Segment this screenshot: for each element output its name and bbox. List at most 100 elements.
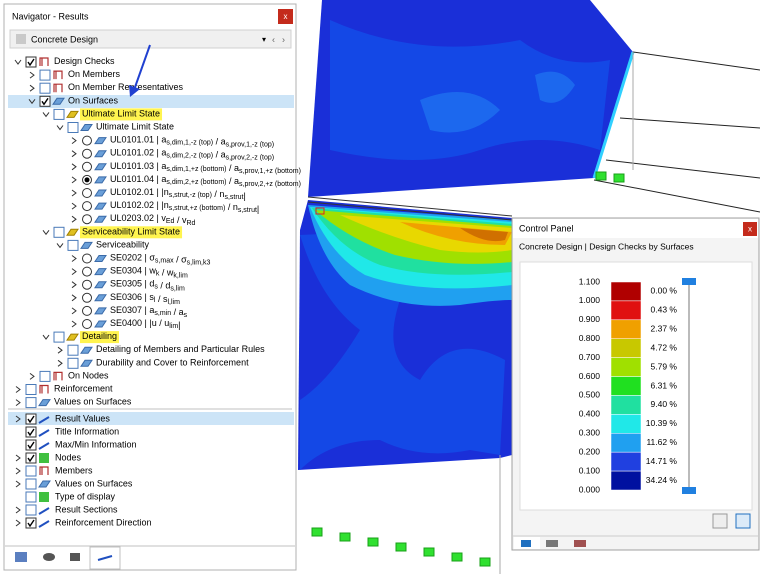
tree-item-label[interactable]: SE0304 | wk / wk,lim bbox=[110, 266, 188, 279]
tab-balance[interactable] bbox=[546, 540, 558, 547]
radio-button[interactable] bbox=[82, 319, 92, 329]
expand-arrow[interactable] bbox=[15, 480, 21, 488]
radio-button[interactable] bbox=[82, 292, 92, 303]
expand-arrow[interactable] bbox=[71, 320, 77, 328]
checkbox[interactable] bbox=[25, 426, 37, 438]
checkbox[interactable] bbox=[25, 439, 37, 451]
display-item-label[interactable]: Nodes bbox=[55, 452, 82, 462]
expand-arrow[interactable] bbox=[57, 346, 63, 354]
collapse-arrow[interactable] bbox=[14, 59, 22, 65]
checkbox[interactable] bbox=[25, 478, 37, 490]
checkbox[interactable] bbox=[25, 517, 37, 529]
radio-button[interactable] bbox=[82, 135, 92, 146]
tree-item-label[interactable]: SE0400 | |u / ulim| bbox=[110, 318, 181, 330]
display-item-label[interactable]: Result Sections bbox=[55, 504, 118, 514]
tree-item-label[interactable]: Ultimate Limit State bbox=[82, 109, 160, 119]
checkbox[interactable] bbox=[67, 122, 79, 133]
expand-arrow[interactable] bbox=[71, 268, 77, 275]
slider-handle[interactable] bbox=[682, 278, 696, 285]
checkbox[interactable] bbox=[39, 82, 51, 94]
expand-arrow[interactable] bbox=[71, 176, 77, 184]
tree-item-label[interactable]: SE0305 | ds / ds,lim bbox=[110, 279, 185, 292]
slider-handle[interactable] bbox=[682, 487, 696, 494]
tool-button[interactable] bbox=[712, 513, 728, 529]
collapse-arrow[interactable] bbox=[56, 243, 64, 249]
expand-arrow[interactable] bbox=[15, 415, 21, 423]
display-item-label[interactable]: Max/Min Information bbox=[55, 439, 137, 449]
nav-next[interactable]: › bbox=[282, 34, 285, 44]
collapse-arrow[interactable] bbox=[56, 125, 64, 131]
checkbox[interactable] bbox=[39, 370, 51, 382]
tree-item-label[interactable]: UL0102.01 | |ns,strut,-z (top) / ns,stru… bbox=[110, 187, 246, 201]
expand-arrow[interactable] bbox=[71, 189, 77, 197]
tree-item-label[interactable]: On Member Representatives bbox=[68, 83, 184, 93]
tree-item-label[interactable]: Durability and Cover to Reinforcement bbox=[96, 358, 249, 368]
display-item-label[interactable]: Reinforcement Direction bbox=[55, 517, 152, 527]
checkbox[interactable] bbox=[39, 95, 51, 107]
expand-arrow[interactable] bbox=[71, 137, 77, 144]
tree-item-label[interactable]: Design Checks bbox=[54, 56, 115, 66]
checkbox[interactable] bbox=[67, 344, 79, 356]
collapse-arrow[interactable] bbox=[42, 112, 50, 118]
tree-item-label[interactable]: UL0101.02 | as,dim,2,-z (top) / as,prov,… bbox=[110, 148, 274, 161]
tree-item-label[interactable]: UL0101.03 | as,dim,1,+z (bottom) / as,pr… bbox=[110, 161, 301, 174]
expand-arrow[interactable] bbox=[71, 202, 77, 210]
radio-button[interactable] bbox=[82, 148, 92, 159]
radio-button[interactable] bbox=[82, 305, 92, 316]
tree-item-label[interactable]: UL0101.04 | as,dim,2,+z (bottom) / as,pr… bbox=[110, 174, 301, 187]
expand-arrow[interactable] bbox=[71, 307, 77, 315]
checkbox[interactable] bbox=[67, 357, 79, 369]
radio-button[interactable] bbox=[82, 161, 92, 172]
tree-item-label[interactable]: On Surfaces bbox=[68, 96, 119, 106]
display-item-label[interactable]: Title Information bbox=[55, 426, 119, 436]
tab-data[interactable] bbox=[15, 552, 27, 562]
display-item-label[interactable]: Values on Surfaces bbox=[55, 478, 133, 488]
tree-item-label[interactable]: SE0307 | as,min / as bbox=[110, 305, 188, 318]
expand-arrow[interactable] bbox=[71, 150, 77, 158]
tree-item-label[interactable]: Detailing bbox=[82, 331, 117, 341]
tree-item-label[interactable]: SE0202 | σs,max / σs,lim,k3 bbox=[110, 253, 210, 266]
checkbox[interactable] bbox=[25, 413, 37, 425]
checkbox[interactable] bbox=[25, 465, 37, 477]
close-button[interactable] bbox=[278, 9, 293, 24]
tree-item-label[interactable]: Detailing of Members and Particular Rule… bbox=[96, 345, 265, 355]
tree-item-label[interactable]: Ultimate Limit State bbox=[96, 122, 174, 132]
dropdown-arrow[interactable]: ▾ bbox=[262, 35, 266, 44]
expand-arrow[interactable] bbox=[15, 399, 21, 406]
radio-button[interactable] bbox=[82, 201, 92, 212]
checkbox[interactable] bbox=[39, 69, 51, 81]
expand-arrow[interactable] bbox=[15, 386, 21, 393]
expand-arrow[interactable] bbox=[29, 84, 35, 92]
display-item-label[interactable]: Members bbox=[55, 465, 93, 475]
tree-item-label[interactable]: Serviceability bbox=[96, 240, 150, 250]
tree-item-label[interactable]: Values on Surfaces bbox=[54, 397, 132, 407]
checkbox[interactable] bbox=[25, 491, 37, 503]
checkbox[interactable] bbox=[53, 331, 65, 343]
checkbox[interactable] bbox=[25, 504, 37, 516]
tool-button[interactable] bbox=[735, 513, 751, 529]
expand-arrow[interactable] bbox=[29, 373, 35, 380]
tab-camera[interactable] bbox=[70, 553, 80, 561]
expand-arrow[interactable] bbox=[15, 519, 21, 527]
expand-arrow[interactable] bbox=[71, 255, 77, 262]
expand-arrow[interactable] bbox=[15, 454, 21, 462]
radio-button[interactable] bbox=[82, 188, 92, 198]
checkbox[interactable] bbox=[25, 56, 37, 68]
tree-item-label[interactable]: UL0101.01 | as,dim,1,-z (top) / as,prov,… bbox=[110, 135, 274, 148]
radio-button[interactable] bbox=[82, 279, 92, 290]
collapse-arrow[interactable] bbox=[28, 99, 36, 105]
expand-arrow[interactable] bbox=[15, 467, 21, 475]
expand-arrow[interactable] bbox=[71, 215, 77, 223]
checkbox[interactable] bbox=[67, 239, 79, 251]
checkbox[interactable] bbox=[53, 108, 65, 120]
checkbox[interactable] bbox=[25, 384, 37, 395]
radio-button[interactable] bbox=[82, 214, 92, 225]
checkbox[interactable] bbox=[53, 226, 65, 238]
radio-button[interactable] bbox=[82, 253, 92, 264]
expand-arrow[interactable] bbox=[71, 281, 77, 289]
tree-item-label[interactable]: UL0102.02 | |ns,strut,+z (bottom) / ns,s… bbox=[110, 200, 259, 214]
tree-item-label[interactable]: Reinforcement bbox=[54, 384, 113, 394]
expand-arrow[interactable] bbox=[71, 163, 77, 171]
radio-button[interactable] bbox=[82, 266, 92, 277]
expand-arrow[interactable] bbox=[71, 294, 77, 302]
